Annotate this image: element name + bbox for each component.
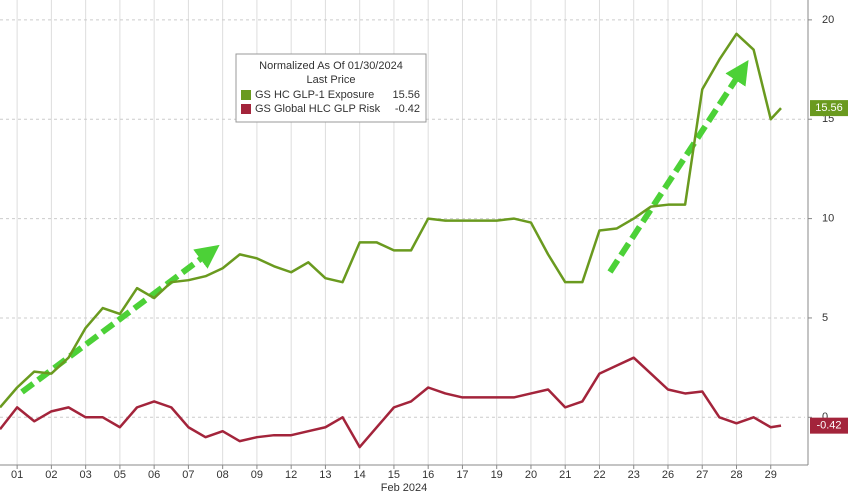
x-tick-label: 03	[80, 469, 92, 481]
x-tick-label: 15	[388, 469, 400, 481]
x-tick-label: 19	[491, 469, 503, 481]
x-tick-label: 01	[11, 469, 23, 481]
y-tick-label: 20	[822, 14, 834, 26]
x-tick-label: 13	[319, 469, 331, 481]
legend-value: 15.56	[392, 89, 420, 101]
x-tick-label: 26	[662, 469, 674, 481]
y-tick-label: 15	[822, 113, 834, 125]
x-tick-label: 22	[593, 469, 605, 481]
legend-swatch	[241, 104, 251, 114]
x-tick-label: 08	[217, 469, 229, 481]
x-tick-label: 16	[422, 469, 434, 481]
x-tick-label: 20	[525, 469, 537, 481]
legend-label: GS HC GLP-1 Exposure	[255, 89, 374, 101]
legend: Normalized As Of 01/30/2024 Last Price G…	[235, 53, 427, 123]
x-tick-label: 29	[765, 469, 777, 481]
legend-subtitle: Last Price	[307, 74, 356, 86]
last-value-box	[810, 100, 848, 117]
lines	[0, 32, 782, 449]
y-tick-label: 0	[822, 411, 828, 423]
x-tick-label: 07	[182, 469, 194, 481]
last-value-label: -0.42	[816, 420, 841, 432]
x-tick-label: 23	[628, 469, 640, 481]
x-tick-label: 14	[354, 469, 366, 481]
x-tick-label: 06	[148, 469, 160, 481]
legend-swatch	[241, 90, 251, 100]
x-tick-label: 17	[456, 469, 468, 481]
y-tick-label: 10	[822, 212, 834, 224]
x-tick-label: 05	[114, 469, 126, 481]
x-tick-label: 21	[559, 469, 571, 481]
series-line	[0, 32, 782, 409]
series-line	[0, 356, 782, 449]
legend-box	[235, 53, 427, 123]
x-tick-label: 02	[45, 469, 57, 481]
x-tick-label: 28	[730, 469, 742, 481]
legend-label: GS Global HLC GLP Risk	[255, 103, 381, 115]
x-tick-label: 12	[285, 469, 297, 481]
trend-arrow	[607, 59, 749, 274]
x-tick-label: 27	[696, 469, 708, 481]
last-value-box	[810, 417, 848, 434]
last-value-label: 15.56	[815, 102, 843, 114]
x-axis-label: Feb 2024	[381, 482, 427, 494]
x-tick-label: 09	[251, 469, 263, 481]
legend-value: -0.42	[395, 103, 420, 115]
trend-arrow	[20, 244, 220, 395]
legend-title: Normalized As Of 01/30/2024	[259, 60, 403, 72]
y-tick-label: 5	[822, 312, 828, 324]
